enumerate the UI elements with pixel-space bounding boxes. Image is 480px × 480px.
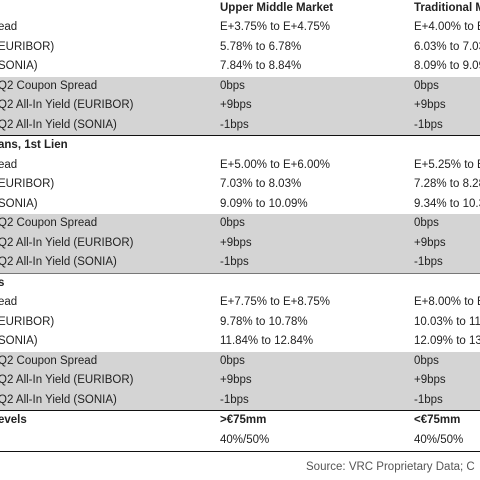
upper-mm-value: E+7.75% to E+8.75%: [220, 296, 330, 308]
table-row: EURIBOR) 9.78% to 10.78% 10.03% to 11: [0, 313, 480, 333]
upper-mm-value: 40%/50%: [220, 433, 270, 446]
upper-mm-value: 0bps: [220, 354, 245, 367]
upper-mm-value: +9bps: [220, 236, 252, 249]
upper-mm-value: -1bps: [220, 393, 249, 406]
traditional-mm-value: -1bps: [414, 256, 443, 268]
upper-mm-value: -1bps: [220, 256, 249, 268]
row-label: evels: [0, 414, 27, 426]
traditional-mm-value: -1bps: [414, 118, 443, 131]
traditional-mm-value: 9.34% to 10.3: [414, 197, 480, 210]
table-row-shaded: Q2 Coupon Spread 0bps 0bps: [0, 351, 480, 371]
traditional-mm-value: 0bps: [414, 217, 439, 229]
table-row-shaded: Q2 All-In Yield (EURIBOR) +9bps +9bps: [0, 96, 480, 116]
upper-mm-value: +9bps: [220, 99, 252, 111]
column-header-upper-middle-market: Upper Middle Market: [220, 2, 334, 14]
table-row: SONIA) 11.84% to 12.84% 12.09% to 13: [0, 332, 480, 352]
traditional-mm-value: 6.03% to 7.03: [414, 40, 480, 53]
traditional-mm-value: +9bps: [414, 236, 446, 249]
column-header-traditional-middle-market: Traditional M: [414, 2, 480, 14]
upper-mm-value: +9bps: [220, 374, 252, 386]
row-label: EURIBOR): [0, 178, 55, 190]
table-header-row: Upper Middle Market Traditional M: [0, 0, 480, 18]
traditional-mm-value: <€75mm: [414, 414, 461, 426]
row-label: ead: [0, 296, 18, 308]
traditional-mm-value: E+5.25% to E: [414, 158, 480, 171]
table-row: ead E+7.75% to E+8.75% E+8.00% to E: [0, 293, 480, 313]
upper-mm-value: 7.84% to 8.84%: [220, 60, 302, 72]
row-label: Q2 All-In Yield (SONIA): [0, 118, 117, 131]
traditional-mm-value: +9bps: [414, 99, 446, 111]
traditional-mm-value: 0bps: [414, 79, 439, 92]
table-row: ead E+5.00% to E+6.00% E+5.25% to E: [0, 156, 480, 176]
table-row-shaded: Q2 All-In Yield (SONIA) -1bps -1bps: [0, 115, 480, 135]
traditional-mm-value: -1bps: [414, 393, 443, 406]
row-label: Q2 All-In Yield (SONIA): [0, 393, 117, 406]
row-label: ead: [0, 158, 18, 171]
row-label: ead: [0, 21, 18, 33]
upper-mm-value: 0bps: [220, 79, 245, 92]
section-title: s: [0, 276, 5, 289]
table-row: ead E+3.75% to E+4.75% E+4.00% to E: [0, 18, 480, 38]
pricing-table: Upper Middle Market Traditional M ead E+…: [0, 0, 480, 452]
table-row: EURIBOR) 5.78% to 6.78% 6.03% to 7.03: [0, 38, 480, 58]
table-row-shaded: Q2 All-In Yield (EURIBOR) +9bps +9bps: [0, 371, 480, 391]
traditional-mm-value: 7.28% to 8.28: [414, 178, 480, 190]
row-label: SONIA): [0, 335, 38, 347]
row-label: EURIBOR): [0, 315, 55, 328]
table-row: EURIBOR) 7.03% to 8.03% 7.28% to 8.28: [0, 175, 480, 195]
traditional-mm-value: 10.03% to 11: [414, 315, 480, 328]
row-label: EURIBOR): [0, 40, 55, 53]
row-label: Q2 Coupon Spread: [0, 354, 98, 367]
upper-mm-value: 9.78% to 10.78%: [220, 315, 308, 328]
traditional-mm-value: E+4.00% to E: [414, 21, 480, 33]
table-row-shaded: Q2 All-In Yield (EURIBOR) +9bps +9bps: [0, 233, 480, 253]
section-divider: [0, 272, 480, 274]
traditional-mm-value: +9bps: [414, 374, 446, 386]
traditional-mm-value: 12.09% to 13: [414, 335, 480, 347]
row-label: Q2 All-In Yield (EURIBOR): [0, 236, 134, 249]
upper-mm-value: 11.84% to 12.84%: [220, 335, 314, 347]
row-label: Q2 All-In Yield (EURIBOR): [0, 99, 134, 111]
traditional-mm-value: 40%/50%: [414, 433, 464, 446]
upper-mm-value: 7.03% to 8.03%: [220, 178, 302, 190]
upper-mm-value: E+3.75% to E+4.75%: [220, 21, 330, 33]
table-row-shaded: Q2 Coupon Spread 0bps 0bps: [0, 214, 480, 234]
traditional-mm-value: E+8.00% to E: [414, 296, 480, 308]
table-row-shaded: Q2 All-In Yield (SONIA) -1bps -1bps: [0, 253, 480, 273]
row-label: Q2 All-In Yield (EURIBOR): [0, 374, 134, 386]
row-label: Q2 All-In Yield (SONIA): [0, 256, 117, 268]
section-divider: [0, 135, 480, 136]
upper-mm-value: E+5.00% to E+6.00%: [220, 158, 330, 171]
row-label: Q2 Coupon Spread: [0, 79, 98, 92]
upper-mm-value: 5.78% to 6.78%: [220, 40, 302, 53]
upper-mm-value: 9.09% to 10.09%: [220, 197, 308, 210]
table-row: SONIA) 7.84% to 8.84% 8.09% to 9.09: [0, 57, 480, 77]
section-divider: [0, 410, 480, 411]
row-label: SONIA): [0, 60, 38, 72]
table-row-shaded: Q2 Coupon Spread 0bps 0bps: [0, 76, 480, 96]
row-label: SONIA): [0, 197, 38, 210]
section-title: ans, 1st Lien: [0, 139, 68, 151]
upper-mm-value: -1bps: [220, 118, 249, 131]
section-title-row: s: [0, 274, 480, 294]
upper-mm-value: >€75mm: [220, 414, 267, 426]
table-row: SONIA) 9.09% to 10.09% 9.34% to 10.3: [0, 195, 480, 215]
table-row-shaded: Q2 All-In Yield (SONIA) -1bps -1bps: [0, 390, 480, 410]
traditional-mm-value: 8.09% to 9.09: [414, 60, 480, 72]
table-bottom-rule: [0, 451, 480, 452]
row-label: Q2 Coupon Spread: [0, 217, 98, 229]
source-note: Source: VRC Proprietary Data; C: [306, 461, 475, 473]
table-row: evels >€75mm <€75mm: [0, 411, 480, 431]
section-title-row: ans, 1st Lien: [0, 136, 480, 156]
traditional-mm-value: 0bps: [414, 354, 439, 367]
table-row: 40%/50% 40%/50%: [0, 431, 480, 451]
upper-mm-value: 0bps: [220, 217, 245, 229]
